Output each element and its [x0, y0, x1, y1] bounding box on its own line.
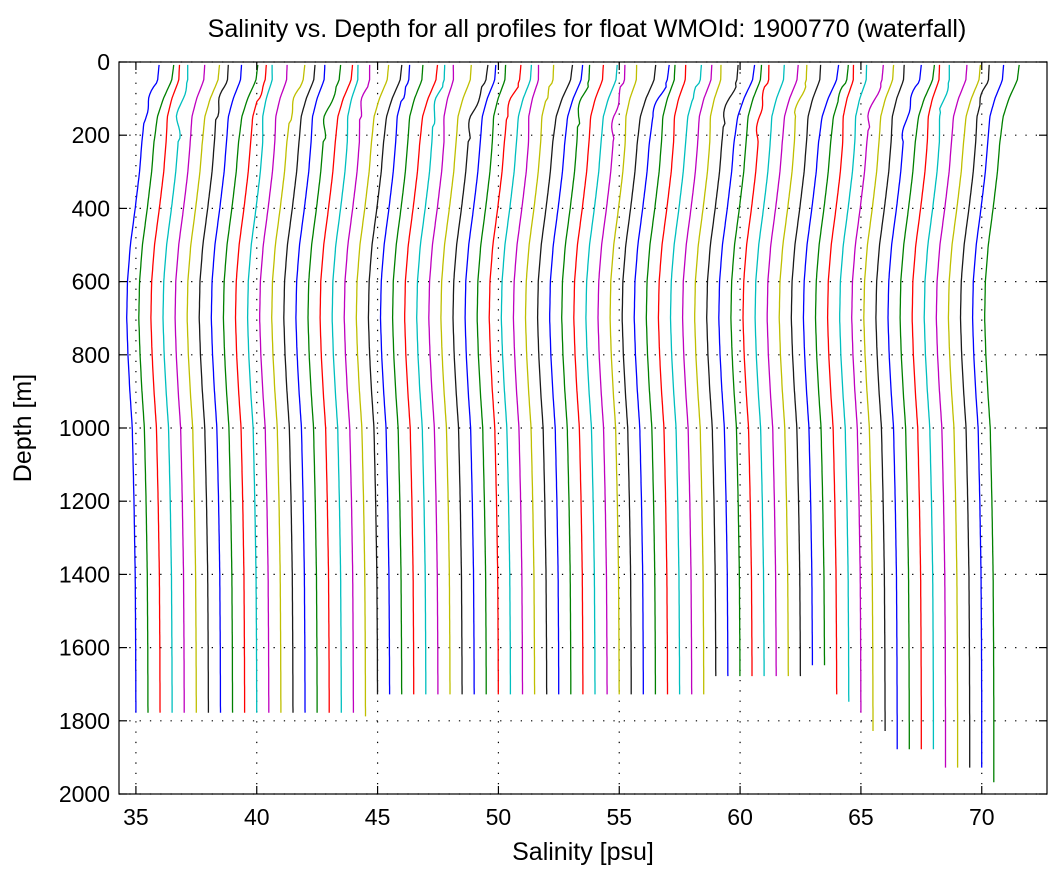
- x-tick-label: 45: [365, 804, 391, 830]
- salinity-profile-line: [633, 64, 670, 695]
- axis-ticks: 35 40 45 50 55 60 65 70 0 200 400 600 800 1000 1200 140…: [59, 49, 1047, 830]
- salinity-profile-line: [416, 64, 446, 695]
- salinity-profile-line: [367, 64, 403, 695]
- salinity-profile-line: [561, 64, 591, 695]
- salinity-profile-line: [138, 64, 175, 713]
- salinity-profile-line: [246, 64, 273, 713]
- salinity-profile-line: [259, 64, 288, 713]
- y-tick-label: 200: [72, 122, 110, 148]
- y-tick-label: 600: [72, 269, 110, 295]
- salinity-profile-line: [283, 64, 316, 713]
- salinity-profile-line: [319, 64, 354, 713]
- y-tick-label: 400: [72, 195, 110, 221]
- salinity-profile-line: [174, 64, 206, 713]
- x-tick-label: 40: [244, 804, 270, 830]
- salinity-profile-line: [911, 64, 941, 750]
- y-tick-label: 1000: [59, 415, 110, 441]
- salinity-profile-line: [476, 64, 507, 695]
- salinity-profile-line: [694, 64, 722, 695]
- salinity-profile-line: [126, 64, 160, 713]
- salinity-profile-line: [778, 64, 808, 677]
- salinity-profile-line: [573, 64, 605, 695]
- salinity-profile-line: [814, 64, 849, 666]
- salinity-profile-line: [331, 64, 359, 713]
- x-tick-label: 55: [606, 804, 632, 830]
- salinity-profile-line: [150, 64, 181, 713]
- salinity-profile-line: [971, 64, 1005, 768]
- salinity-profile-line: [379, 64, 411, 695]
- salinity-profile-line: [790, 64, 822, 677]
- salinity-profile-line: [536, 64, 574, 695]
- y-tick-label: 1800: [59, 708, 110, 734]
- salinity-profile-line: [826, 64, 855, 695]
- salinity-profile-line: [839, 64, 868, 702]
- salinity-profile-line: [742, 64, 770, 677]
- salinity-profile-line: [923, 64, 950, 750]
- salinity-profile-line: [186, 64, 221, 713]
- salinity-profile-line: [730, 64, 763, 677]
- salinity-profiles: [126, 64, 1020, 783]
- salinity-profile-line: [875, 64, 905, 731]
- salinity-profile-line: [887, 64, 922, 750]
- salinity-profile-line: [947, 64, 982, 768]
- x-tick-label: 65: [848, 804, 874, 830]
- salinity-profile-line: [355, 64, 390, 717]
- salinity-profile-line: [549, 64, 584, 695]
- salinity-profile-line: [851, 64, 884, 713]
- salinity-profile-line: [597, 64, 626, 695]
- salinity-profile-line: [440, 64, 472, 695]
- salinity-profile-line: [645, 64, 676, 695]
- x-tick-label: 50: [486, 804, 512, 830]
- x-tick-label: 70: [969, 804, 995, 830]
- salinity-profile-line: [307, 64, 342, 713]
- salinity-profile-line: [706, 64, 739, 677]
- salinity-profile-line: [428, 64, 455, 695]
- y-tick-label: 1400: [59, 561, 110, 587]
- y-tick-label: 800: [72, 342, 110, 368]
- y-axis-label: Depth [m]: [9, 374, 37, 482]
- salinity-profile-line: [452, 64, 489, 695]
- y-tick-label: 1600: [59, 635, 110, 661]
- salinity-profile-line: [295, 64, 326, 713]
- y-tick-label: 1200: [59, 488, 110, 514]
- salinity-profile-line: [162, 64, 189, 713]
- salinity-profile-line: [984, 64, 1020, 783]
- salinity-profile-line: [863, 64, 895, 731]
- salinity-profile-line: [899, 64, 936, 750]
- salinity-profile-line: [585, 64, 618, 695]
- salinity-profile-line: [222, 64, 259, 713]
- salinity-profile-line: [959, 64, 990, 768]
- salinity-profile-line: [391, 64, 424, 695]
- salinity-profile-line: [500, 64, 533, 695]
- salinity-profile-line: [754, 64, 785, 677]
- salinity-profile-line: [198, 64, 229, 713]
- salinity-profile-line: [464, 64, 497, 695]
- plot-frame: [118, 61, 1048, 795]
- salinity-profile-line: [609, 64, 638, 695]
- salinity-profile-line: [718, 64, 756, 677]
- salinity-profile-line: [524, 64, 555, 695]
- y-tick-label: 2000: [59, 781, 110, 807]
- salinity-profile-line: [766, 64, 799, 677]
- salinity-profile-line: [210, 64, 243, 713]
- x-axis-label: Salinity [psu]: [512, 838, 654, 866]
- salinity-profile-line: [271, 64, 306, 713]
- salinity-profile-line: [935, 64, 968, 768]
- x-tick-label: 35: [123, 804, 149, 830]
- salinity-profile-line: [343, 64, 371, 713]
- salinity-profile-line: [488, 64, 522, 695]
- salinity-profile-line: [512, 64, 540, 695]
- chart-title: Salinity vs. Depth for all profiles for …: [208, 15, 967, 43]
- x-tick-label: 60: [727, 804, 753, 830]
- salinity-profile-line: [621, 64, 657, 695]
- salinity-profile-line: [404, 64, 439, 695]
- salinity-profile-line: [657, 64, 687, 695]
- y-tick-label: 0: [97, 49, 110, 75]
- salinity-profile-line: [802, 64, 840, 666]
- salinity-profile-line: [669, 64, 703, 695]
- salinity-profile-line: [234, 64, 267, 713]
- salinity-profile-line: [681, 64, 713, 695]
